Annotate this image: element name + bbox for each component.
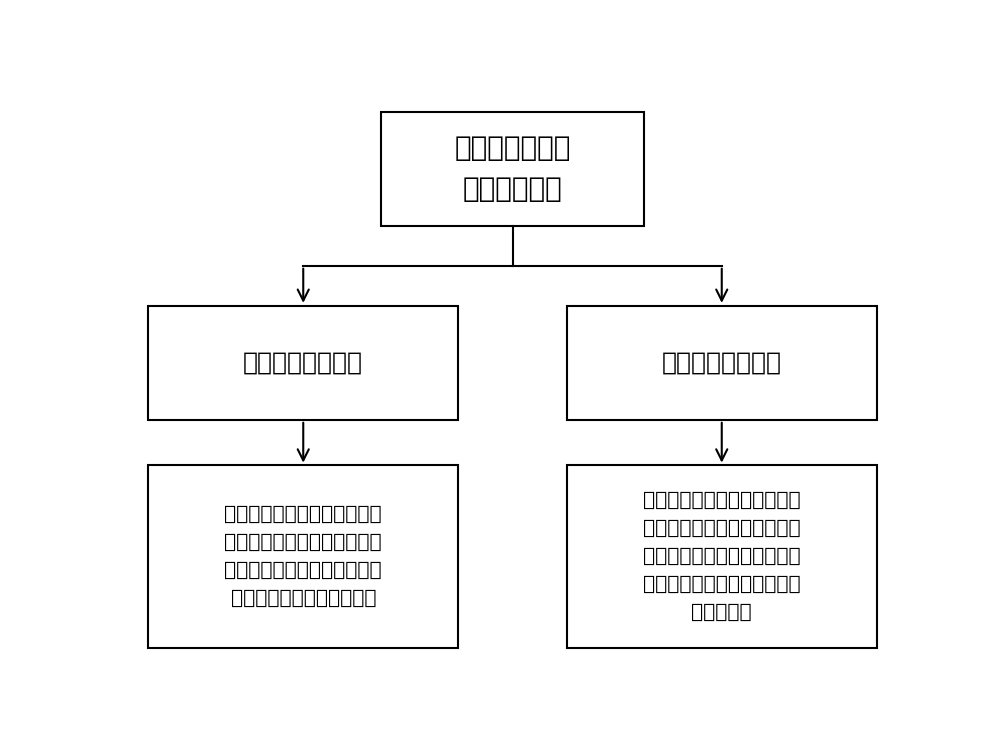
Bar	[567, 306, 877, 420]
Text: 红外测温设备的
自动校准方法: 红外测温设备的 自动校准方法	[454, 134, 571, 203]
Text: 目标温度校准步骤: 目标温度校准步骤	[662, 350, 782, 375]
Text: 将所述红外测温设备置于恒温
环境中，自动获取恒温环境的
实际温度，校准所述红外测温
设备测量的恒温环境温度。: 将所述红外测温设备置于恒温 环境中，自动获取恒温环境的 实际温度，校准所述红外测…	[224, 505, 382, 608]
Text: 环境温度校准步骤: 环境温度校准步骤	[243, 350, 363, 375]
Bar	[148, 306, 458, 420]
Bar	[148, 465, 458, 648]
Text: 将所述红外测温设备置于测温
标定用黑体中，自动获取所述
黑体目标的实际温度，校准所
述红外测温设备测量的黑体目
标的温度。: 将所述红外测温设备置于测温 标定用黑体中，自动获取所述 黑体目标的实际温度，校准…	[643, 491, 801, 622]
Bar	[567, 465, 877, 648]
Bar	[381, 112, 644, 226]
